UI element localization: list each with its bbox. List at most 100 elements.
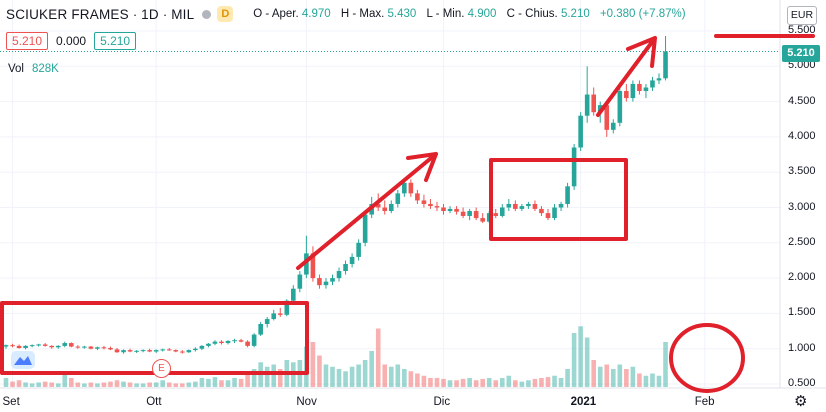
volume-bar: [356, 364, 361, 387]
candle: [127, 348, 133, 353]
volume-bar: [395, 364, 401, 387]
candle: [545, 208, 551, 221]
candle: [610, 119, 616, 134]
price-tick-label: 3.500: [788, 165, 816, 178]
interval-label[interactable]: 1D: [141, 6, 159, 22]
annotation-circle-volume: [669, 323, 745, 393]
candle: [382, 200, 388, 215]
volume-bar: [23, 382, 28, 387]
candle: [36, 343, 41, 347]
volume-bar: [36, 382, 41, 387]
low-label: L - Min.: [426, 8, 465, 20]
volume-bar: [643, 375, 649, 387]
volume-bar: [186, 382, 192, 387]
candle: [69, 342, 74, 348]
candle: [271, 309, 277, 321]
annotation-arrow-2: [596, 36, 657, 117]
candle: [421, 194, 427, 208]
volume-bar: [571, 333, 577, 387]
candle: [225, 340, 231, 345]
ask-price-box[interactable]: 5.210: [94, 32, 137, 50]
chart-header: SCIUKER FRAMES · 1D · MIL D O - Aper. 4.…: [6, 4, 693, 24]
high-value: 5.430: [387, 8, 417, 20]
price-tick-label: 1.000: [788, 341, 816, 354]
price-tick-label: 0.500: [788, 377, 816, 389]
candle: [193, 347, 198, 352]
time-tick-label: Dic: [433, 396, 451, 408]
candle: [323, 278, 329, 289]
candle: [578, 112, 583, 152]
status-dot-icon: [202, 9, 212, 19]
candle: [153, 349, 159, 353]
volume-bar: [121, 381, 126, 387]
candle: [108, 346, 113, 351]
annotation-box-dec-range: [489, 158, 628, 241]
volume-bar: [402, 369, 407, 387]
volume-bar: [193, 381, 198, 387]
low-value: 4.900: [467, 8, 497, 20]
volume-bar: [127, 382, 133, 387]
symbol-name[interactable]: SCIUKER FRAMES: [6, 6, 129, 22]
volume-bar: [42, 381, 48, 387]
candle: [3, 344, 9, 349]
candle: [571, 143, 577, 190]
candle: [467, 208, 472, 221]
volume-bar: [147, 382, 152, 387]
candle: [499, 203, 505, 218]
candle: [310, 246, 316, 282]
volume-bar: [88, 382, 94, 387]
tradingview-logo-icon[interactable]: [11, 351, 35, 369]
volume-bar: [95, 383, 100, 387]
volume-bar: [271, 364, 277, 387]
candle: [558, 201, 564, 212]
candle: [238, 338, 244, 343]
candle: [75, 345, 81, 349]
candle: [584, 66, 590, 123]
volume-bar: [277, 369, 283, 387]
volume-bar: [3, 378, 9, 387]
annotation-layer: [0, 34, 815, 393]
exchange-label: MIL: [171, 6, 195, 22]
candle: [624, 83, 629, 102]
volume-bar: [69, 378, 74, 387]
volume-bar: [166, 382, 172, 387]
candle: [95, 346, 100, 351]
volume-bar: [153, 382, 159, 387]
volume-bar: [330, 366, 335, 387]
candle: [88, 345, 94, 350]
earnings-event-badge[interactable]: E: [152, 359, 171, 378]
candle: [82, 345, 87, 349]
candle: [258, 321, 263, 336]
volume-bar: [343, 371, 348, 387]
candle: [134, 350, 139, 353]
candle: [434, 201, 440, 212]
candle: [506, 199, 512, 212]
volume-bar: [75, 382, 81, 387]
volume-bar: [454, 380, 459, 387]
price-tick-label: 3.000: [788, 200, 816, 213]
candle: [454, 206, 459, 215]
bid-price-box[interactable]: 5.210: [6, 32, 49, 50]
volume-legend: Vol 828K: [8, 63, 59, 75]
candle: [330, 274, 335, 286]
candle: [297, 271, 303, 293]
volume-bar: [591, 360, 596, 387]
candle: [101, 345, 107, 350]
candle: [356, 239, 361, 261]
ohlc-values: O - Aper. 4.970 H - Max. 5.430 L - Min. …: [253, 8, 692, 20]
candle: [23, 345, 28, 350]
candle: [212, 340, 218, 346]
volume-bar: [349, 366, 355, 387]
volume-bar: [310, 342, 316, 387]
volume-bar: [610, 369, 616, 387]
settings-gear-icon[interactable]: ⚙: [794, 393, 808, 410]
candle: [140, 349, 146, 353]
volume-bar: [650, 373, 655, 387]
candle: [173, 349, 179, 353]
volume-bar: [604, 364, 610, 387]
currency-button[interactable]: EUR: [787, 6, 817, 25]
data-delay-badge[interactable]: D: [217, 6, 234, 22]
volume-bar: [486, 378, 492, 387]
volume-bar: [225, 380, 231, 387]
